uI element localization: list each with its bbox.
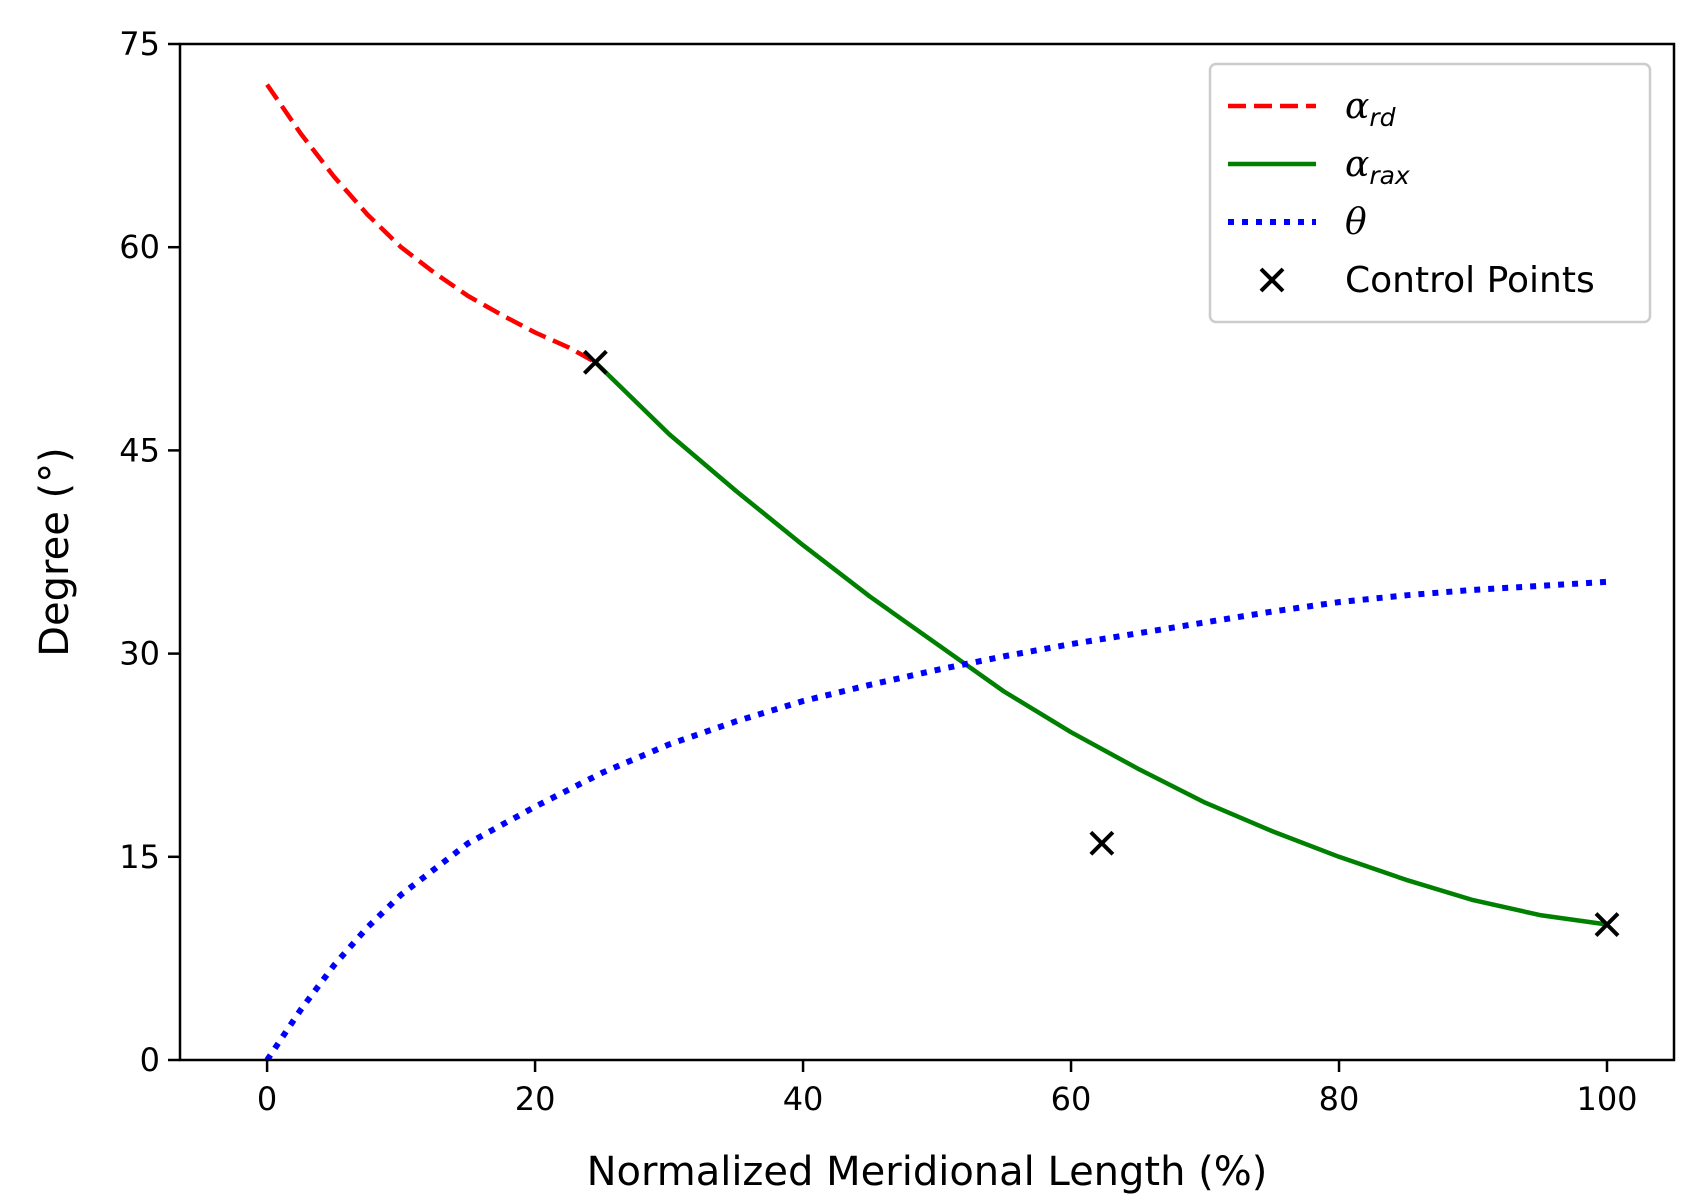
legend-entry: αrd xyxy=(1228,86,1396,132)
series-line-2 xyxy=(264,578,1608,1060)
control-point-marker xyxy=(582,349,608,375)
y-tick-label: 60 xyxy=(119,228,160,266)
control-point-marker xyxy=(1594,912,1620,937)
legend-entry: Control Points xyxy=(1259,260,1595,301)
y-tick-label: 15 xyxy=(119,838,160,876)
x-axis-label: Normalized Meridional Length (%) xyxy=(587,1149,1268,1195)
x-tick-label: 100 xyxy=(1576,1080,1637,1118)
y-tick-label: 30 xyxy=(119,635,160,673)
legend-label: Control Points xyxy=(1345,260,1595,301)
control-point-marker xyxy=(1089,830,1115,856)
legend-label: αrax xyxy=(1345,144,1410,190)
y-tick-label: 75 xyxy=(119,25,160,63)
legend-label: θ xyxy=(1345,202,1367,243)
y-tick-label: 45 xyxy=(119,431,160,469)
legend-box xyxy=(1208,62,1652,324)
x-tick-label: 60 xyxy=(1051,1080,1092,1118)
series-line-1 xyxy=(593,360,1608,927)
plot-layer xyxy=(264,83,1620,1060)
legend: αrd αrax θ Control Points xyxy=(1208,62,1652,324)
x-tick-label: 40 xyxy=(783,1080,824,1118)
x-tick-label: 0 xyxy=(257,1080,277,1118)
legend-marker xyxy=(1259,267,1285,293)
ticks-layer: 0 20 40 60 80 100 0 15 30 45 60 75 xyxy=(119,25,1637,1118)
y-axis-label: Degree (°) xyxy=(32,447,78,657)
plot-frame xyxy=(178,42,1676,1062)
y-tick-label: 0 xyxy=(140,1041,160,1079)
x-tick-label: 20 xyxy=(515,1080,556,1118)
legend-label: αrd xyxy=(1345,86,1396,132)
x-tick-label: 80 xyxy=(1319,1080,1360,1118)
series-line-0 xyxy=(265,83,597,365)
legend-entry: αrax xyxy=(1228,144,1410,190)
legend-entry: θ xyxy=(1228,202,1367,243)
